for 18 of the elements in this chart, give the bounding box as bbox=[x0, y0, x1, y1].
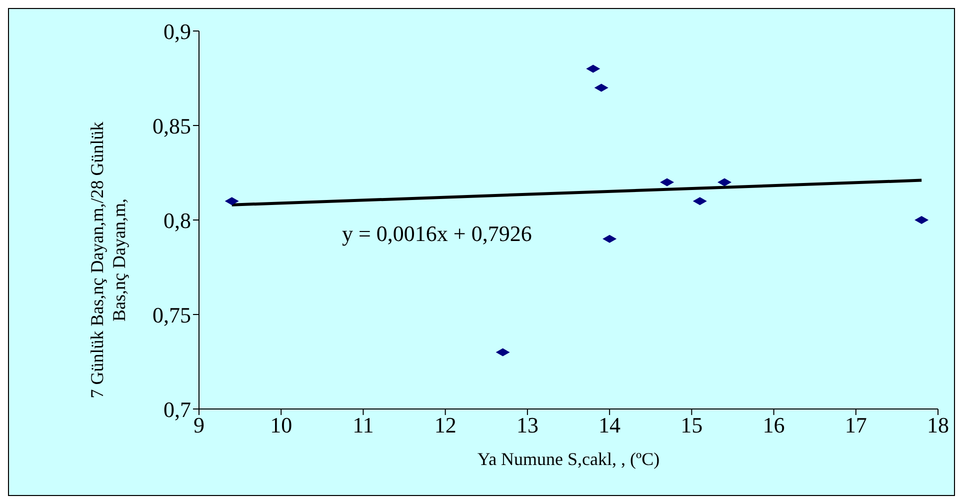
x-tick-label: 15 bbox=[680, 412, 703, 438]
x-tick-label: 16 bbox=[762, 412, 785, 438]
y-tick-label: 0,75 bbox=[152, 302, 191, 328]
x-tick-label: 11 bbox=[352, 412, 374, 438]
x-tick-label: 14 bbox=[598, 412, 621, 438]
y-tick-label: 0,9 bbox=[164, 18, 191, 44]
x-axis-title: Ya Numune S,cakl, , (ºC) bbox=[477, 449, 660, 469]
x-tick-label: 12 bbox=[434, 412, 456, 438]
annotation: y = 0,0016x + 0,7926 bbox=[342, 221, 532, 247]
x-tick-label: 13 bbox=[516, 412, 538, 438]
x-tick-label: 9 bbox=[194, 412, 204, 438]
x-tick-label: 17 bbox=[844, 412, 867, 438]
x-tick-label: 10 bbox=[270, 412, 292, 438]
x-tick-label: 18 bbox=[927, 412, 949, 438]
y-tick-label: 0,8 bbox=[164, 208, 191, 233]
y-axis-title: 7 Günlük Bas,nç Dayan,m,/28 Günlük Bas,nç Dayan,m, bbox=[87, 122, 129, 398]
y-tick-label: 0,85 bbox=[152, 113, 191, 138]
y-tick-label: 0,7 bbox=[164, 396, 191, 422]
